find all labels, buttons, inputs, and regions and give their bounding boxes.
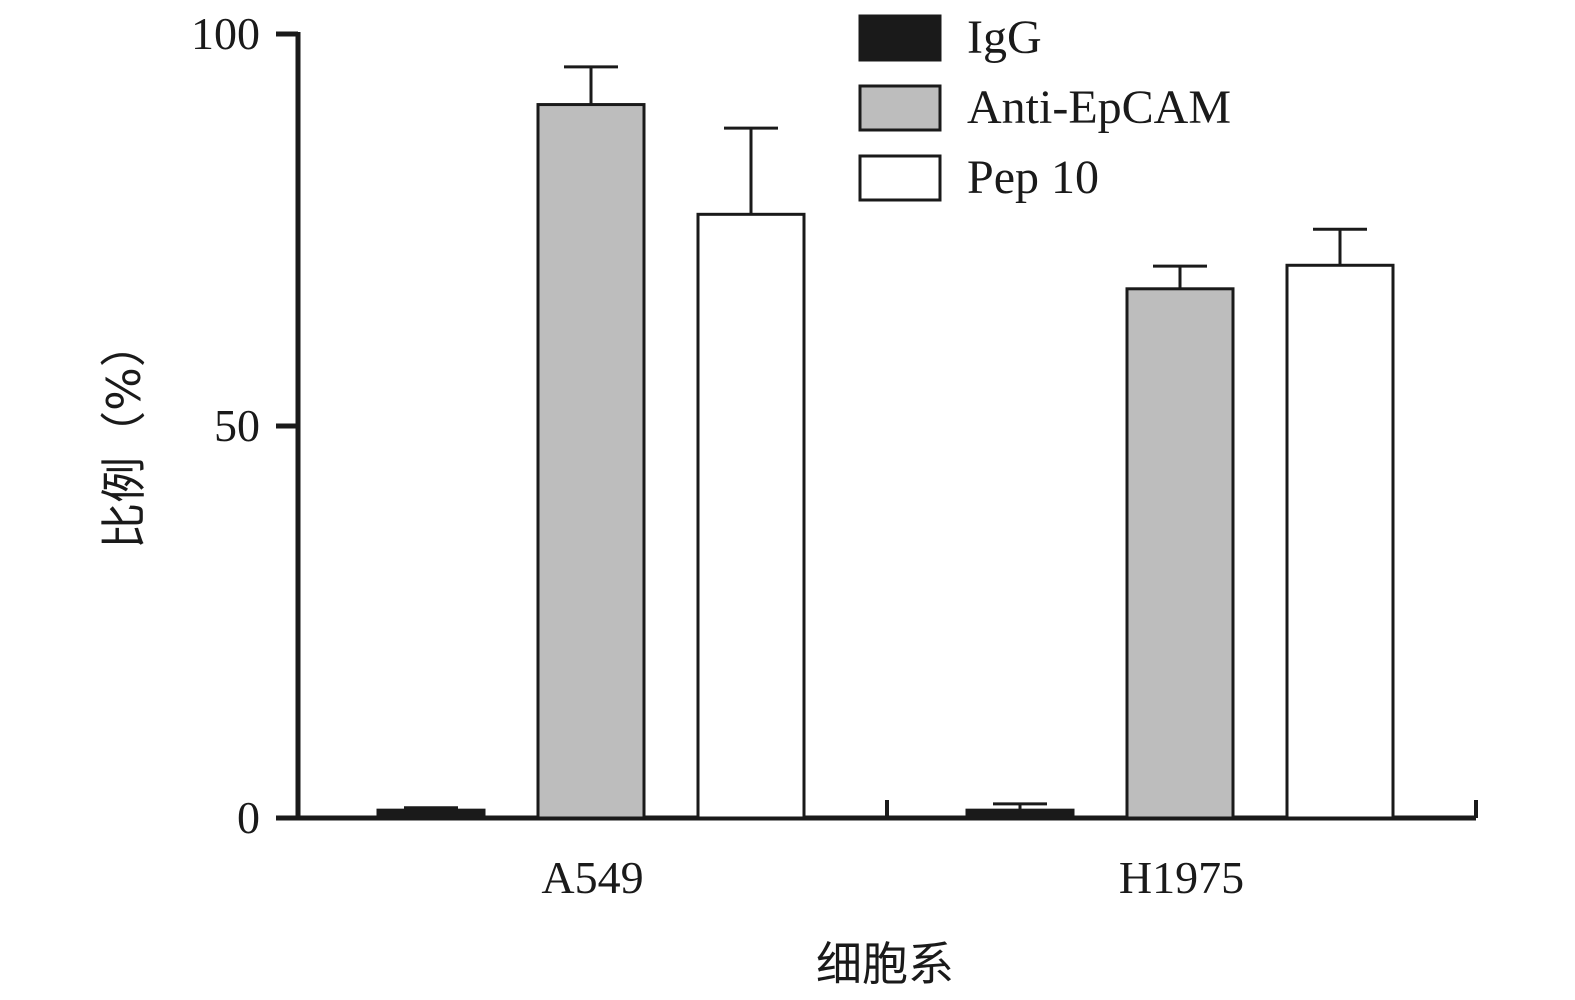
bar-a549-pep-10 bbox=[696, 212, 806, 820]
x-category-label: A549 bbox=[541, 852, 643, 903]
legend: IgG Anti-EpCAM Pep 10 bbox=[858, 11, 1231, 204]
bars-group bbox=[376, 103, 1395, 820]
bar-a549-igg bbox=[376, 808, 486, 820]
error-bars-group bbox=[404, 65, 1367, 811]
bar-h1975-pep-10 bbox=[1285, 263, 1395, 820]
y-axis-title: 比例（%） bbox=[97, 321, 151, 549]
bar-h1975-anti-epcam bbox=[1125, 287, 1235, 820]
legend-swatch-igg bbox=[858, 14, 942, 62]
legend-swatch-pep-10 bbox=[858, 154, 942, 202]
y-tick-label: 0 bbox=[237, 792, 260, 843]
x-category-label: H1975 bbox=[1119, 852, 1244, 903]
x-category-labels: A549 H1975 bbox=[541, 852, 1244, 903]
y-ticks-group: 0 50 100 bbox=[191, 8, 298, 843]
bar-a549-anti-epcam bbox=[536, 103, 646, 820]
legend-label: IgG bbox=[967, 11, 1042, 64]
y-tick-label: 100 bbox=[191, 8, 260, 59]
bar-h1975-igg bbox=[965, 808, 1075, 820]
legend-swatch-anti-epcam bbox=[858, 84, 942, 132]
y-tick-label: 50 bbox=[214, 400, 260, 451]
legend-label: Anti-EpCAM bbox=[967, 81, 1231, 134]
legend-label: Pep 10 bbox=[967, 151, 1099, 204]
x-axis-title: 细胞系 bbox=[816, 937, 954, 991]
